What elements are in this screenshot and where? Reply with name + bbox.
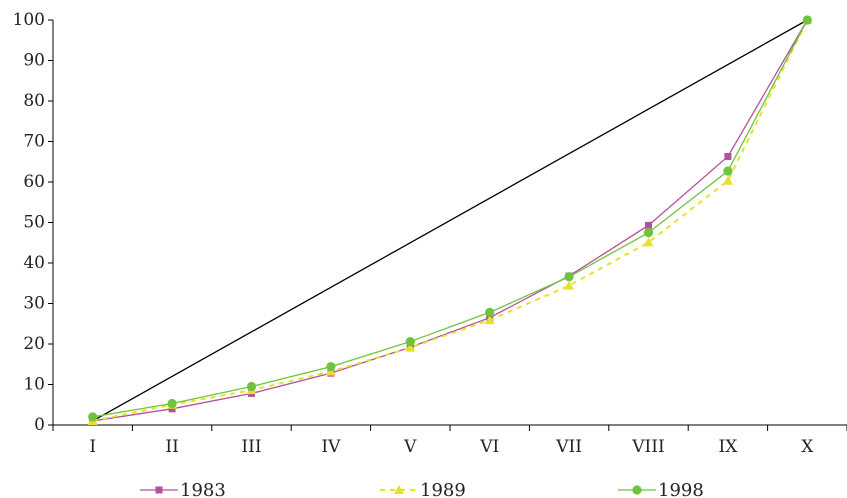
x-tick-label: IX bbox=[718, 437, 738, 457]
x-tick-label: IV bbox=[321, 437, 341, 457]
reference-line-layer bbox=[92, 19, 808, 422]
data-point-1989-IX bbox=[722, 175, 733, 185]
y-tick-label: 100 bbox=[13, 10, 45, 30]
y-tick-label: 30 bbox=[23, 294, 45, 314]
legend-swatch-marker bbox=[632, 485, 642, 495]
legend-label: 1989 bbox=[420, 480, 466, 498]
data-point-1998-IX bbox=[723, 166, 733, 176]
x-tick-label: VI bbox=[479, 437, 499, 457]
y-tick-label: 40 bbox=[23, 253, 45, 273]
legend-swatch-marker bbox=[155, 486, 163, 494]
legend-item-1983: 1983 bbox=[140, 480, 226, 498]
data-point-1998-V bbox=[405, 336, 415, 347]
legend-swatch-marker bbox=[394, 485, 404, 494]
data-point-1998-I bbox=[88, 412, 98, 422]
x-tick-label: VIII bbox=[631, 437, 664, 457]
y-tick-label: 60 bbox=[23, 172, 45, 192]
series-line-1983 bbox=[92, 19, 808, 422]
x-tick-label: II bbox=[165, 437, 178, 457]
data-point-1998-VI bbox=[485, 307, 495, 318]
data-point-1998-II bbox=[167, 398, 177, 409]
x-tick-label: III bbox=[241, 437, 261, 457]
data-point-1983-VIII bbox=[645, 221, 652, 229]
series-layer bbox=[87, 15, 813, 425]
data-point-1998-III bbox=[246, 381, 257, 392]
data-point-1998-IV bbox=[326, 362, 336, 372]
x-tick-label: VII bbox=[555, 437, 582, 457]
x-tick-label: V bbox=[403, 437, 417, 457]
legend: 1983 1989 1998 bbox=[140, 480, 704, 498]
y-tick-label: 50 bbox=[23, 213, 45, 233]
y-tick-label: 0 bbox=[34, 415, 45, 435]
data-point-1998-VII bbox=[564, 272, 574, 282]
equality-line bbox=[92, 19, 808, 422]
data-point-1989-VII bbox=[564, 280, 575, 290]
data-point-1998-X bbox=[802, 15, 812, 25]
series-1998 bbox=[88, 15, 812, 422]
x-tick-label: I bbox=[89, 437, 96, 457]
series-line-1989 bbox=[92, 19, 809, 422]
y-tick-label: 80 bbox=[23, 91, 45, 111]
data-point-1989-VI bbox=[484, 315, 495, 325]
series-line-1998 bbox=[92, 19, 808, 418]
y-tick-label: 10 bbox=[23, 375, 45, 395]
data-point-1989-V bbox=[405, 342, 416, 352]
y-tick-label: 70 bbox=[23, 132, 45, 152]
data-point-1983-IX bbox=[724, 152, 732, 160]
legend-label: 1983 bbox=[180, 480, 226, 498]
data-point-1998-VIII bbox=[643, 228, 654, 238]
data-point-1989-VIII bbox=[643, 237, 654, 247]
y-tick-label: 20 bbox=[23, 334, 45, 354]
x-tick-label: X bbox=[801, 437, 814, 457]
y-tick-label: 90 bbox=[23, 51, 45, 71]
legend-label: 1998 bbox=[658, 480, 704, 498]
data-point-1983-II bbox=[168, 405, 176, 413]
legend-item-1998: 1998 bbox=[618, 480, 704, 498]
legend-item-1989: 1989 bbox=[380, 480, 466, 498]
